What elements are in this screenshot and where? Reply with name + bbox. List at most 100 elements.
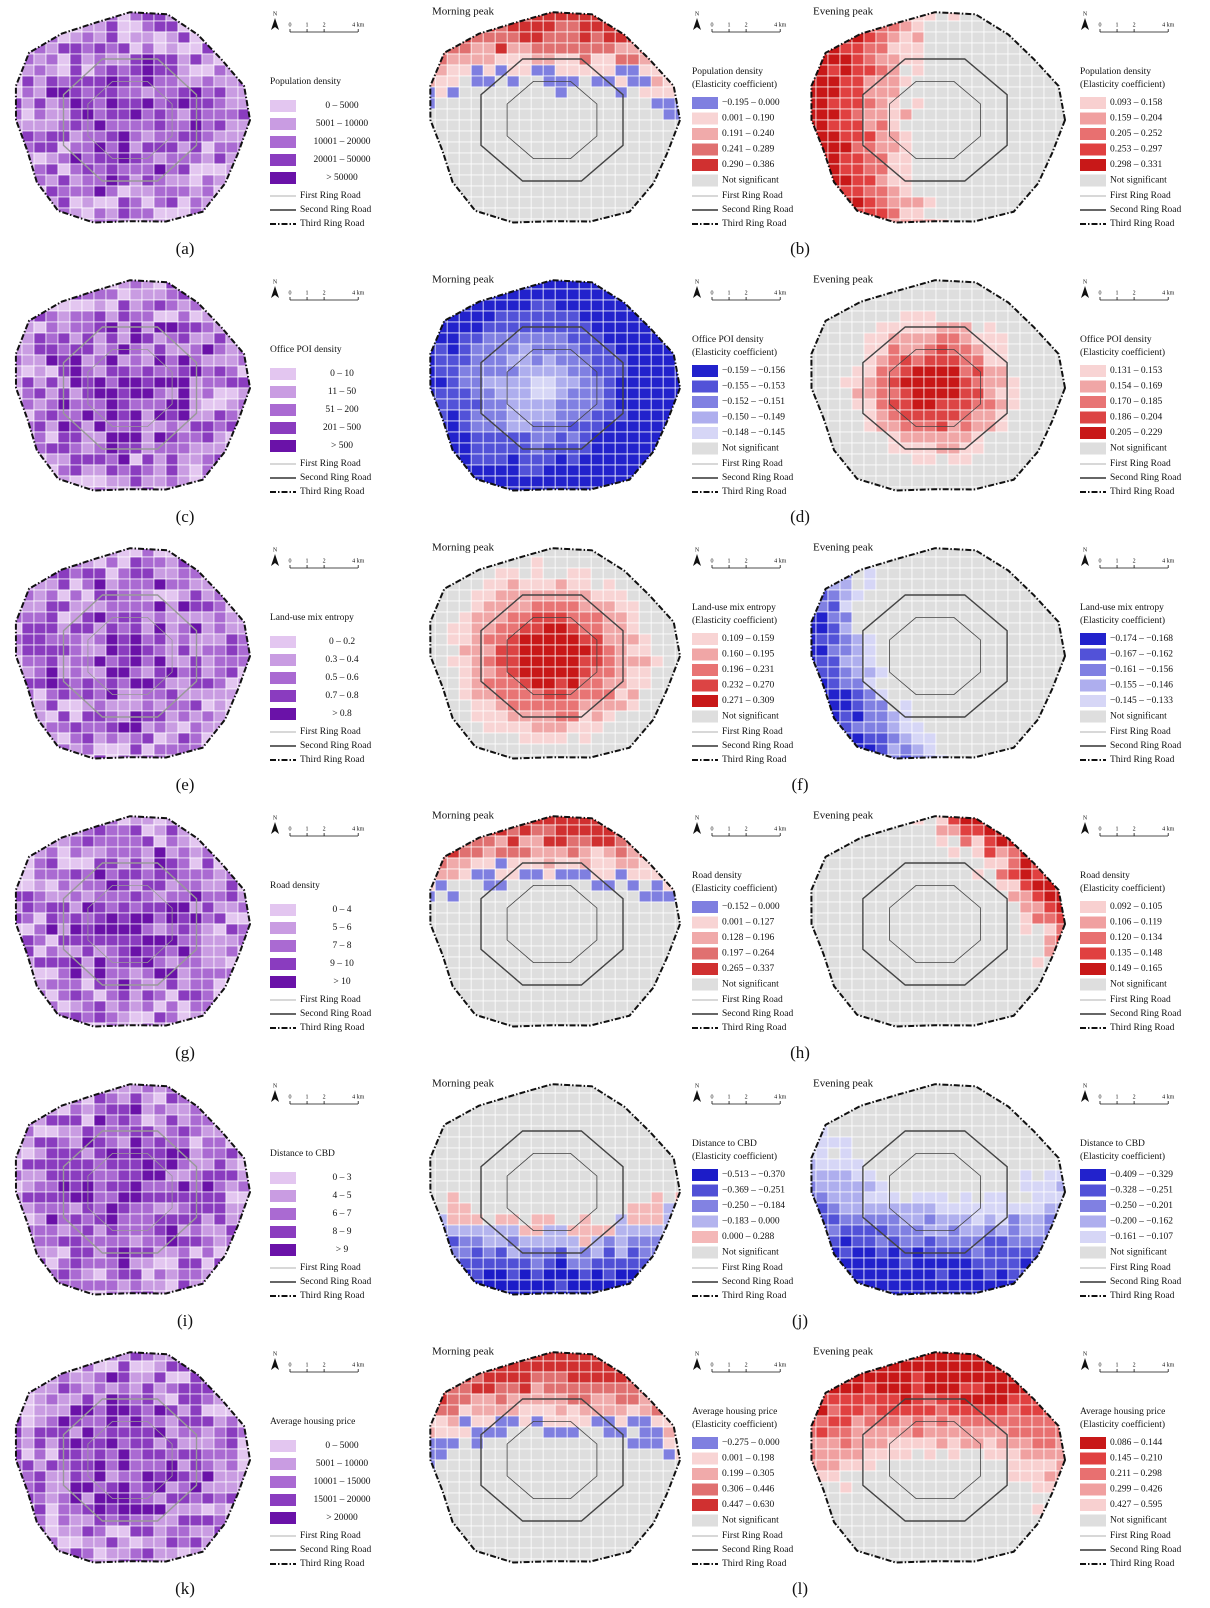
map-zone xyxy=(840,432,852,443)
map-zone xyxy=(214,410,226,421)
map-zone xyxy=(22,120,34,131)
map-zone xyxy=(34,366,46,377)
map-zone xyxy=(94,1001,106,1012)
map-zone xyxy=(924,498,936,509)
map-zone xyxy=(972,623,984,634)
map-zone xyxy=(603,836,615,847)
map-zone xyxy=(82,54,94,65)
map-zone xyxy=(142,968,154,979)
map-zone xyxy=(603,957,615,968)
map-zone xyxy=(663,432,675,443)
map-zone xyxy=(627,164,639,175)
map-zone xyxy=(1020,700,1032,711)
map-zone xyxy=(411,377,423,388)
map-zone xyxy=(202,623,214,634)
legend-swatch xyxy=(1080,128,1106,140)
map-zone xyxy=(792,377,804,388)
map-zone xyxy=(888,546,900,557)
map-zone xyxy=(46,410,58,421)
map-zone xyxy=(22,175,34,186)
map-zone xyxy=(118,377,130,388)
map-zone xyxy=(1020,164,1032,175)
map-zone xyxy=(94,968,106,979)
map-zone xyxy=(984,366,996,377)
map-zone xyxy=(226,946,238,957)
map-zone xyxy=(130,498,142,509)
map-zone xyxy=(567,399,579,410)
map-zone xyxy=(459,744,471,755)
map-zone xyxy=(864,43,876,54)
map-zone xyxy=(519,557,531,568)
map-zone xyxy=(82,858,94,869)
map-zone xyxy=(1032,333,1044,344)
map-zone xyxy=(142,289,154,300)
map-zone xyxy=(543,142,555,153)
map-zone xyxy=(948,410,960,421)
map-zone xyxy=(864,333,876,344)
map-zone xyxy=(639,131,651,142)
map-zone xyxy=(531,87,543,98)
map-zone xyxy=(471,454,483,465)
map-zone xyxy=(876,366,888,377)
map-zone xyxy=(411,656,423,667)
map-zone xyxy=(912,678,924,689)
map-zone xyxy=(1044,634,1056,645)
map-zone xyxy=(483,410,495,421)
map-zone xyxy=(912,656,924,667)
legend-label: 0.001 – 0.127 xyxy=(722,918,775,928)
map-zone xyxy=(567,465,579,476)
map-zone xyxy=(519,568,531,579)
map-zone xyxy=(924,557,936,568)
map-zone xyxy=(603,131,615,142)
map-zone xyxy=(888,979,900,990)
legend-swatch xyxy=(692,633,718,645)
map-zone xyxy=(579,289,591,300)
map-zone xyxy=(627,322,639,333)
map-zone xyxy=(250,902,262,913)
map-zone xyxy=(10,388,22,399)
map-zone xyxy=(996,432,1008,443)
map-zone xyxy=(888,333,900,344)
map-zone xyxy=(912,601,924,612)
map-zone xyxy=(519,10,531,21)
map-zone xyxy=(996,733,1008,744)
map-zone xyxy=(579,803,591,814)
map-zone xyxy=(94,43,106,54)
map-zone xyxy=(828,76,840,87)
map-zone xyxy=(840,344,852,355)
map-zone xyxy=(948,535,960,546)
map-zone xyxy=(675,355,687,366)
map-zone xyxy=(792,891,804,902)
map-zone xyxy=(1044,656,1056,667)
legend-swatch xyxy=(270,904,296,916)
map-zone xyxy=(864,733,876,744)
map-zone xyxy=(663,700,675,711)
map-zone xyxy=(178,131,190,142)
map-zone xyxy=(996,410,1008,421)
map-zone xyxy=(960,87,972,98)
north-label: N xyxy=(273,279,278,285)
map-zone xyxy=(603,733,615,744)
map-zone xyxy=(852,333,864,344)
map-zone xyxy=(579,612,591,623)
map-zone xyxy=(82,10,94,21)
map-zone xyxy=(816,913,828,924)
map-zone xyxy=(507,568,519,579)
map-zone xyxy=(984,399,996,410)
north-arrow xyxy=(693,18,701,30)
map-zone xyxy=(591,678,603,689)
map-zone xyxy=(531,744,543,755)
map-zone xyxy=(178,300,190,311)
map-zone xyxy=(214,579,226,590)
map-zone xyxy=(94,208,106,219)
map-zone xyxy=(1008,612,1020,623)
map-zone xyxy=(46,722,58,733)
map-zone xyxy=(792,623,804,634)
map-zone xyxy=(567,289,579,300)
map-zone xyxy=(46,355,58,366)
map-zone xyxy=(70,656,82,667)
map-zone xyxy=(447,568,459,579)
map-zone xyxy=(130,300,142,311)
map-zone xyxy=(214,76,226,87)
map-zone xyxy=(226,142,238,153)
